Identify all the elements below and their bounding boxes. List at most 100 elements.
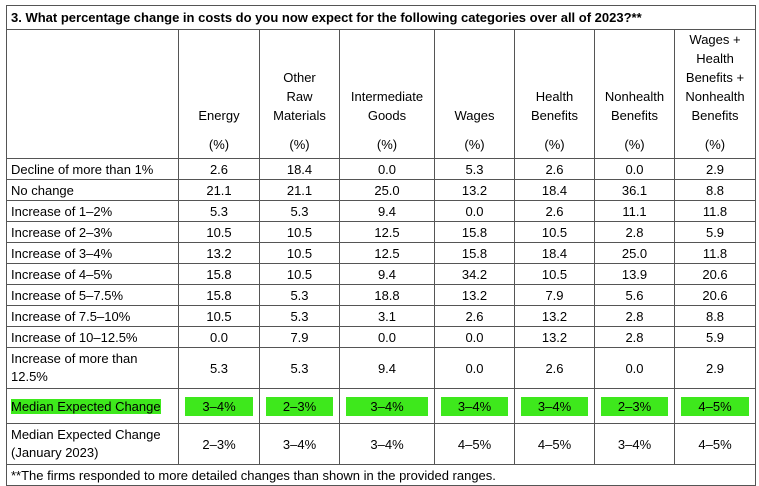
table-cell: 12.5 [339, 221, 435, 243]
table-cell: 0.0 [178, 326, 260, 348]
table-cell: 2.9 [673, 158, 757, 180]
column-unit: (%) [208, 137, 230, 152]
table-cell: 9.4 [339, 347, 435, 389]
table-cell: 18.8 [339, 284, 435, 306]
row-label: Increase of 3–4% [6, 242, 179, 264]
row-label: Increase of 7.5–10% [6, 305, 179, 327]
table-cell: 13.2 [434, 179, 515, 201]
table-cell: 0.0 [434, 326, 515, 348]
column-header: Nonhealth Benefits (%) [594, 29, 675, 159]
table-cell: 2.8 [594, 305, 675, 327]
table-cell: 0.0 [339, 326, 435, 348]
table-row: Increase of 2–3% 10.5 10.5 12.5 15.8 10.5 2.8 5… [6, 221, 757, 243]
table-cell: 12.5 [339, 242, 435, 264]
table-cell: 4–5% [514, 423, 595, 465]
table-cell: 5.3 [259, 284, 340, 306]
column-header-line: Nonhealth [685, 89, 745, 104]
table-cell: 2.6 [514, 347, 595, 389]
column-header-line: Benefits [611, 108, 658, 123]
table-cell: 5.3 [178, 347, 260, 389]
column-header-line: Wages [454, 108, 495, 123]
table-row: Median Expected Change 3–4% 2–3% 3–4% 3–4% 3–… [6, 388, 757, 424]
table-cell: 5.6 [594, 284, 675, 306]
table-cell: 2–3% [594, 388, 675, 424]
table-cell: 5.9 [673, 326, 757, 348]
table-cell: 3–4% [339, 423, 435, 465]
table-cell: 5.3 [178, 200, 260, 222]
table-cell: 11.8 [673, 242, 757, 264]
table-row: Decline of more than 1% 2.6 18.4 0.0 5.3 2.6 0… [6, 158, 757, 180]
column-header: Intermediate Goods (%) [339, 29, 435, 159]
table-cell: 5.3 [434, 158, 515, 180]
table-cell: 0.0 [594, 347, 675, 389]
table-cell: 18.4 [514, 179, 595, 201]
table-cell: 13.2 [178, 242, 260, 264]
column-header-label: Wages + Health Benefits + Nonhealth Benefits [677, 30, 753, 125]
row-label: Decline of more than 1% [6, 158, 179, 180]
row-label: Median Expected Change (January 2023) [6, 423, 179, 465]
row-label-header [6, 29, 179, 159]
table-cell: 18.4 [259, 158, 340, 180]
column-header-line: Benefits + [685, 70, 745, 85]
table-body: Decline of more than 1% 2.6 18.4 0.0 5.3 2.6 0… [6, 158, 757, 465]
table-cell: 25.0 [594, 242, 675, 264]
table-cell: 5.9 [673, 221, 757, 243]
table-cell: 18.4 [514, 242, 595, 264]
cost-expectations-table: 3. What percentage change in costs do yo… [5, 5, 757, 486]
table-cell: 15.8 [434, 242, 515, 264]
table-cell: 4–5% [673, 388, 757, 424]
footnote: **The firms responded to more detailed c… [5, 464, 757, 486]
table-cell: 13.9 [594, 263, 675, 285]
table-cell: 15.8 [178, 263, 260, 285]
table-cell: 2.6 [514, 158, 595, 180]
table-cell: 5.3 [259, 200, 340, 222]
column-header-label: Energy [181, 106, 257, 125]
table-cell: 0.0 [434, 200, 515, 222]
table-cell: 10.5 [178, 221, 260, 243]
column-header-line: Wages + [689, 32, 741, 47]
table-cell: 13.2 [514, 305, 595, 327]
table-cell: 21.1 [259, 179, 340, 201]
column-header-line: Health [696, 51, 734, 66]
table-cell: 3–4% [178, 388, 260, 424]
table-cell: 11.1 [594, 200, 675, 222]
table-cell: 3–4% [339, 388, 435, 424]
table-cell: 13.2 [514, 326, 595, 348]
table-cell: 13.2 [434, 284, 515, 306]
table-cell: 3–4% [594, 423, 675, 465]
highlighted-value: 2–3% [266, 396, 333, 416]
column-unit: (%) [376, 137, 398, 152]
column-unit: (%) [544, 137, 565, 152]
table-cell: 10.5 [259, 263, 340, 285]
column-header-line: Intermediate [350, 89, 424, 104]
column-header: Energy (%) [178, 29, 260, 159]
table-row: No change 21.1 21.1 25.0 13.2 18.4 36.1 8.8 [6, 179, 757, 201]
highlighted-value: 2–3% [601, 396, 668, 416]
table-cell: 21.1 [178, 179, 260, 201]
table-cell: 0.0 [594, 158, 675, 180]
column-header-line: Benefits [691, 108, 739, 123]
column-header-line: Goods [367, 108, 407, 123]
table-cell: 34.2 [434, 263, 515, 285]
column-header-line: Raw [286, 89, 313, 104]
table-row: Increase of 3–4% 13.2 10.5 12.5 15.8 18.4 25.0… [6, 242, 757, 264]
column-header: Other Raw Materials (%) [259, 29, 340, 159]
table-cell: 7.9 [259, 326, 340, 348]
column-header-line: Other [283, 70, 316, 85]
column-unit: (%) [624, 137, 645, 152]
highlighted-value: 4–5% [681, 396, 750, 416]
table-cell: 20.6 [673, 263, 757, 285]
table-cell: 3–4% [259, 423, 340, 465]
table-cell: 9.4 [339, 263, 435, 285]
table-cell: 5.3 [259, 305, 340, 327]
highlighted-value: 3–4% [441, 396, 508, 416]
row-label: Median Expected Change [6, 388, 179, 424]
table-cell: 20.6 [673, 284, 757, 306]
column-header-line: Materials [273, 108, 326, 123]
survey-table-container: 3. What percentage change in costs do yo… [5, 5, 757, 486]
table-cell: 3.1 [339, 305, 435, 327]
table-cell: 2–3% [259, 388, 340, 424]
table-row: Increase of 4–5% 15.8 10.5 9.4 34.2 10.5 13.9 2… [6, 263, 757, 285]
table-cell: 2–3% [178, 423, 260, 465]
table-cell: 5.3 [259, 347, 340, 389]
